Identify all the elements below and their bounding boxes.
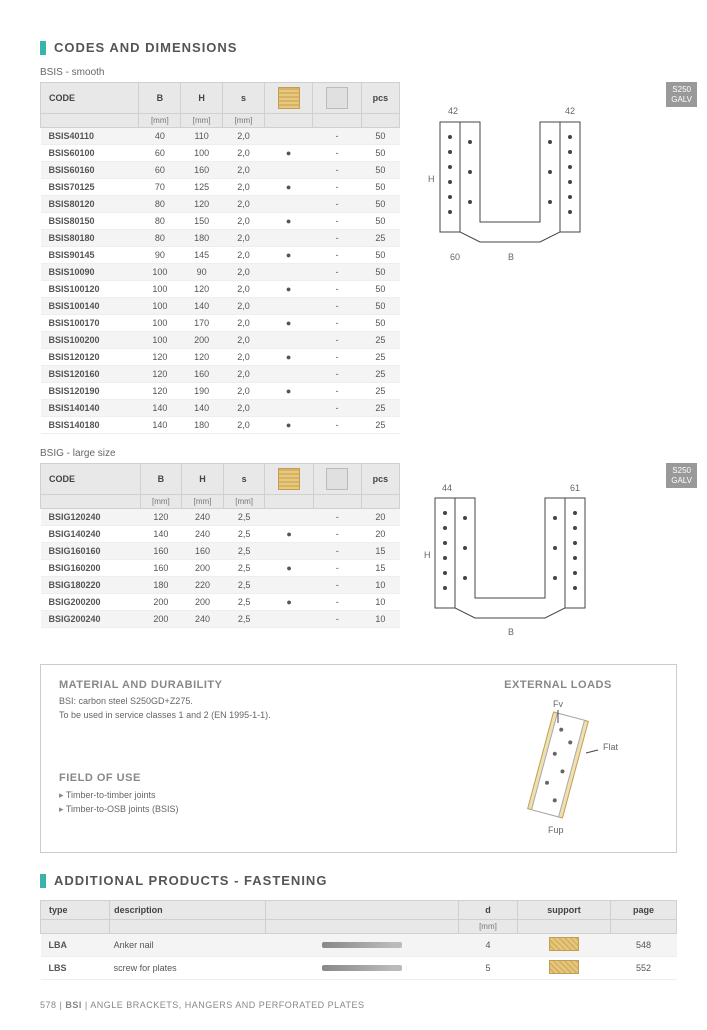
svg-text:44: 44: [442, 483, 452, 493]
loads-heading: EXTERNAL LOADS: [458, 679, 658, 691]
bsig-diagram: 44 61 H B: [420, 473, 600, 643]
table-row: BSIS1401401401402,0-25: [41, 400, 400, 417]
bsig-table: CODE B H s pcs [mm] [mm] [mm] BSIG120240…: [40, 463, 400, 628]
svg-text:42: 42: [565, 106, 575, 116]
accent-bar: [40, 874, 46, 888]
table-row: BSIS1201901201902,0●-25: [41, 383, 400, 400]
table-row: BSIS80180801802,0-25: [41, 230, 400, 247]
table-row: BSIG2002002002002,5●-10: [41, 594, 400, 611]
svg-text:Fup: Fup: [548, 825, 564, 835]
svg-text:60: 60: [450, 252, 460, 262]
col-code: CODE: [41, 83, 139, 114]
wood-icon: [278, 87, 300, 109]
section-header-codes: CODES AND DIMENSIONS: [40, 40, 677, 55]
svg-text:42: 42: [448, 106, 458, 116]
svg-text:B: B: [508, 252, 514, 262]
col-concrete: [313, 83, 361, 114]
table-row: BSIS60100601002,0●-50: [41, 145, 400, 162]
svg-text:B: B: [508, 627, 514, 637]
col-wood: [264, 83, 312, 114]
bsis-diagram: 42 42 H 60 B: [420, 92, 600, 272]
table-row: BSIG1601601601602,5-15: [41, 543, 400, 560]
table-row: BSIS1002001002002,0-25: [41, 332, 400, 349]
page-footer: 578 | BSI | ANGLE BRACKETS, HANGERS AND …: [40, 1000, 677, 1010]
fastener-icon: [322, 965, 402, 971]
table-row: BSIS1001201001202,0●-50: [41, 281, 400, 298]
table-row: BSIS1201201201202,0●-25: [41, 349, 400, 366]
table-row: BSIS70125701252,0●-50: [41, 179, 400, 196]
bsig-subtitle: BSIG - large size: [40, 448, 677, 459]
svg-text:Flat: Flat: [603, 742, 619, 752]
table-row: BSIS1201601201602,0-25: [41, 366, 400, 383]
table-row: BSIG1402401402402,5●-20: [41, 526, 400, 543]
wood-icon: [549, 937, 579, 951]
col-h: H: [181, 83, 223, 114]
concrete-icon: [326, 468, 348, 490]
wood-icon: [549, 960, 579, 974]
fastening-table: type description d support page [mm] LBA…: [40, 900, 677, 980]
bsis-table: CODE B H s pcs [mm] [mm] [mm] BSIS401104…: [40, 82, 400, 434]
table-row: BSIS90145901452,0●-50: [41, 247, 400, 264]
material-text: To be used in service classes 1 and 2 (E…: [59, 709, 428, 723]
material-badge: S250 GALV: [666, 82, 697, 107]
accent-bar: [40, 41, 46, 55]
table-row: BSIS60160601602,0-50: [41, 162, 400, 179]
svg-text:Fv: Fv: [553, 699, 563, 709]
material-heading: MATERIAL AND DURABILITY: [59, 679, 428, 691]
table-row: BSIS1001401001402,0-50: [41, 298, 400, 315]
table-row: BSIG1602001602002,5●-15: [41, 560, 400, 577]
wood-icon: [278, 468, 300, 490]
svg-text:61: 61: [570, 483, 580, 493]
material-badge: S250 GALV: [666, 463, 697, 488]
table-row: LBAAnker nail4548: [41, 934, 677, 957]
table-row: BSIS1001701001702,0●-50: [41, 315, 400, 332]
material-text: BSI: carbon steel S250GD+Z275.: [59, 695, 428, 709]
col-s: s: [223, 83, 265, 114]
info-box: MATERIAL AND DURABILITY BSI: carbon stee…: [40, 664, 677, 853]
svg-text:H: H: [424, 550, 431, 560]
section-title: ADDITIONAL PRODUCTS - FASTENING: [54, 873, 327, 888]
svg-text:H: H: [428, 174, 435, 184]
field-list: Timber-to-timber jointsTimber-to-OSB joi…: [59, 788, 428, 817]
col-pcs: pcs: [361, 83, 399, 114]
table-row: BSIS80150801502,0●-50: [41, 213, 400, 230]
loads-diagram: Fv Flat Fup: [488, 695, 628, 835]
table-row: BSIS10090100902,0-50: [41, 264, 400, 281]
col-b: B: [139, 83, 181, 114]
table-row: BSIS40110401102,0-50: [41, 128, 400, 145]
list-item: Timber-to-OSB joints (BSIS): [59, 802, 428, 816]
table-row: LBSscrew for plates5552: [41, 957, 677, 980]
table-row: BSIG2002402002402,5-10: [41, 611, 400, 628]
fastener-icon: [322, 942, 402, 948]
concrete-icon: [326, 87, 348, 109]
table-row: BSIG1802201802202,5-10: [41, 577, 400, 594]
table-row: BSIG1202401202402,5-20: [41, 509, 400, 526]
table-row: BSIS1401801401802,0●-25: [41, 417, 400, 434]
bsis-subtitle: BSIS - smooth: [40, 67, 677, 78]
table-row: BSIS80120801202,0-50: [41, 196, 400, 213]
list-item: Timber-to-timber joints: [59, 788, 428, 802]
section-title: CODES AND DIMENSIONS: [54, 40, 237, 55]
field-heading: FIELD OF USE: [59, 772, 428, 784]
section-header-additional: ADDITIONAL PRODUCTS - FASTENING: [40, 873, 677, 888]
